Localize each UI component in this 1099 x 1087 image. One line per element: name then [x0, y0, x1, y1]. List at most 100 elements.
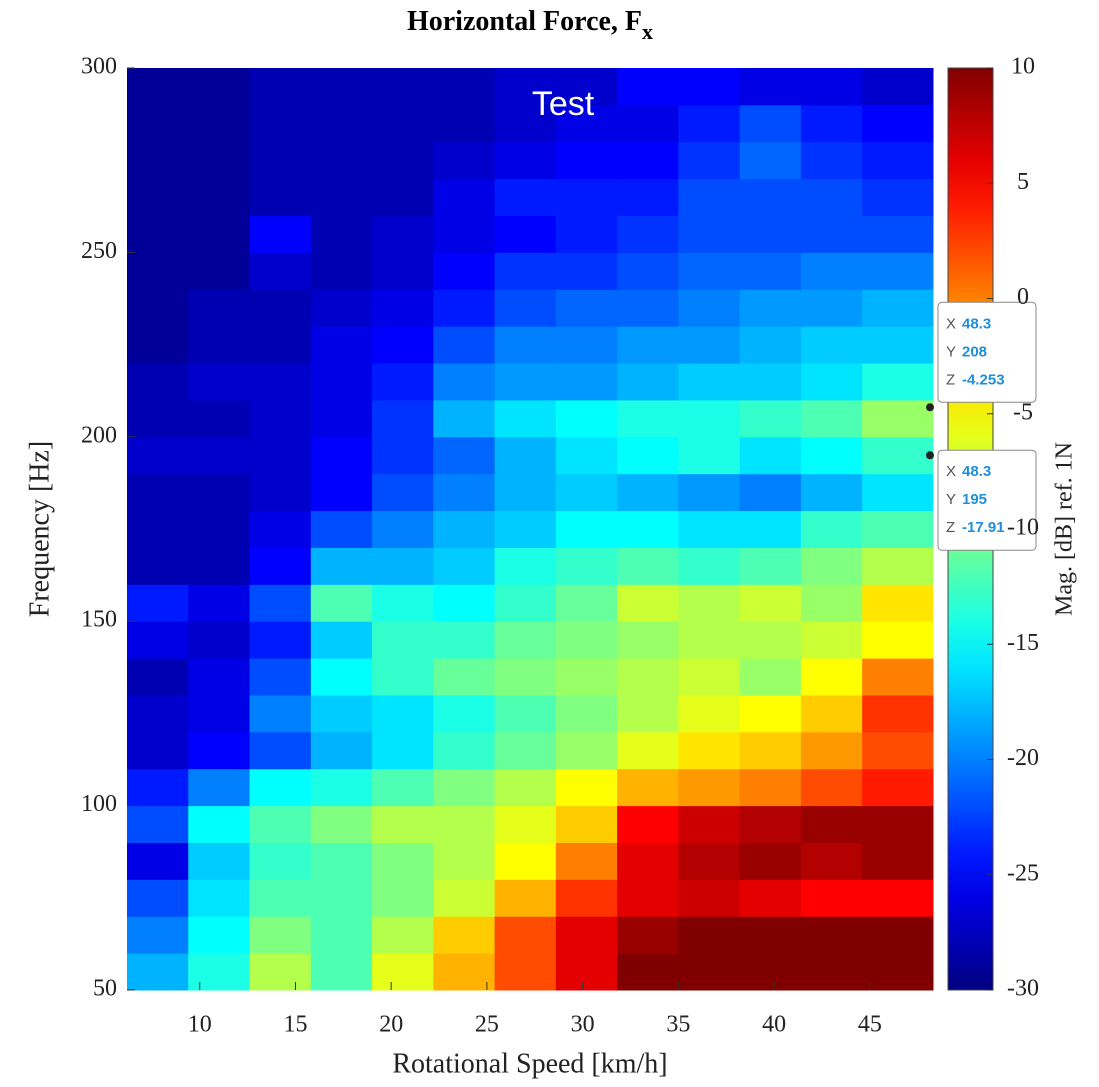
heatmap-cell	[800, 694, 863, 733]
heatmap-cell	[249, 215, 312, 253]
heatmap-cell	[127, 510, 189, 548]
x-tick-label: 10	[188, 1012, 212, 1038]
heatmap-cell	[800, 178, 863, 217]
heatmap-cell	[310, 399, 373, 438]
heatmap-cell	[862, 252, 934, 290]
heatmap-cell	[494, 658, 557, 696]
heatmap-cell	[555, 658, 618, 696]
heatmap-cell	[617, 399, 679, 438]
heatmap-cell	[433, 547, 496, 585]
heatmap-cell	[800, 473, 863, 512]
heatmap-cell	[433, 731, 496, 770]
heatmap-cell	[617, 178, 679, 217]
heatmap-cell	[739, 104, 802, 143]
heatmap-cell	[739, 768, 802, 807]
heatmap-cell	[739, 584, 802, 622]
heatmap-cell	[739, 363, 802, 401]
x-tick-label: 45	[858, 1012, 882, 1038]
heatmap-cell	[494, 363, 557, 401]
heatmap-cell	[862, 104, 934, 143]
heatmap-cell	[800, 621, 863, 659]
heatmap-cell	[862, 399, 934, 438]
heatmap-cell	[188, 584, 251, 622]
heatmap-cell	[678, 326, 741, 364]
heatmap-cell	[127, 68, 189, 106]
heatmap-cell	[862, 547, 934, 585]
datatip-box	[937, 301, 1037, 403]
heatmap-cell	[862, 68, 934, 106]
datatip-key: Y	[946, 343, 956, 360]
heatmap-cell	[188, 731, 251, 770]
heatmap-cell	[617, 768, 679, 807]
heatmap-cell	[617, 805, 679, 843]
heatmap-cell	[862, 473, 934, 512]
heatmap-cell	[127, 215, 189, 253]
heatmap-cell	[617, 547, 679, 585]
colorbar-tick-label: 5	[1017, 169, 1029, 195]
heatmap-cell	[127, 768, 189, 807]
heatmap-cell	[249, 547, 312, 585]
heatmap-cell	[494, 436, 557, 475]
heatmap-cell	[862, 363, 934, 401]
heatmap-cell	[494, 584, 557, 622]
heatmap-cell	[617, 363, 679, 401]
heatmap-cell	[678, 621, 741, 659]
heatmap-cell	[739, 731, 802, 770]
heatmap-cell	[433, 510, 496, 548]
heatmap-cell	[433, 842, 496, 880]
heatmap-cell	[555, 842, 618, 880]
heatmap-cell	[739, 805, 802, 843]
heatmap-cell	[249, 658, 312, 696]
heatmap-cell	[494, 547, 557, 585]
heatmap-cell	[372, 326, 434, 364]
heatmap-cell	[678, 768, 741, 807]
x-tick-label: 15	[283, 1012, 307, 1038]
heatmap-cell	[372, 215, 434, 253]
heatmap-cell	[310, 584, 373, 622]
datatip-value: 208	[962, 343, 987, 360]
heatmap-cell	[127, 473, 189, 512]
heatmap-cell	[800, 436, 863, 475]
heatmap-cell	[249, 68, 312, 106]
heatmap-cell	[249, 731, 312, 770]
heatmap-cell	[188, 326, 251, 364]
heatmap-cell	[188, 141, 251, 180]
heatmap-cell	[433, 473, 496, 512]
heatmap-cell	[494, 953, 557, 991]
heatmap-cell	[617, 68, 679, 106]
heatmap-cell	[739, 510, 802, 548]
heatmap-cell	[310, 289, 373, 327]
heatmap-cell	[494, 473, 557, 512]
heatmap-cell	[127, 399, 189, 438]
heatmap-cell	[739, 68, 802, 106]
heatmap-cell	[127, 436, 189, 475]
heatmap-cell	[739, 621, 802, 659]
heatmap-cell	[800, 731, 863, 770]
heatmap-cell	[494, 805, 557, 843]
heatmap-cell	[310, 104, 373, 143]
heatmap-cell	[127, 658, 189, 696]
heatmap-cell	[739, 916, 802, 954]
heatmap-cell	[249, 104, 312, 143]
heatmap-cell	[555, 104, 618, 143]
heatmap-cell	[494, 621, 557, 659]
heatmap-cell	[433, 215, 496, 253]
heatmap-cell	[555, 953, 618, 991]
heatmap-cell	[862, 916, 934, 954]
heatmap-cell	[494, 289, 557, 327]
heatmap-cell	[800, 289, 863, 327]
heatmap-cell	[372, 289, 434, 327]
heatmap-cell	[494, 68, 557, 106]
heatmap-cell	[433, 436, 496, 475]
heatmap-cell	[739, 879, 802, 917]
heatmap-cell	[555, 68, 618, 106]
datatip-key: Z	[946, 519, 955, 536]
heatmap-cell	[678, 363, 741, 401]
datatip-marker	[926, 451, 934, 460]
heatmap-cell	[678, 953, 741, 991]
heatmap-cell	[617, 584, 679, 622]
heatmap-cell	[127, 547, 189, 585]
heatmap-cell	[494, 879, 557, 917]
heatmap-cell	[800, 326, 863, 364]
x-tick-label: 35	[666, 1012, 690, 1038]
